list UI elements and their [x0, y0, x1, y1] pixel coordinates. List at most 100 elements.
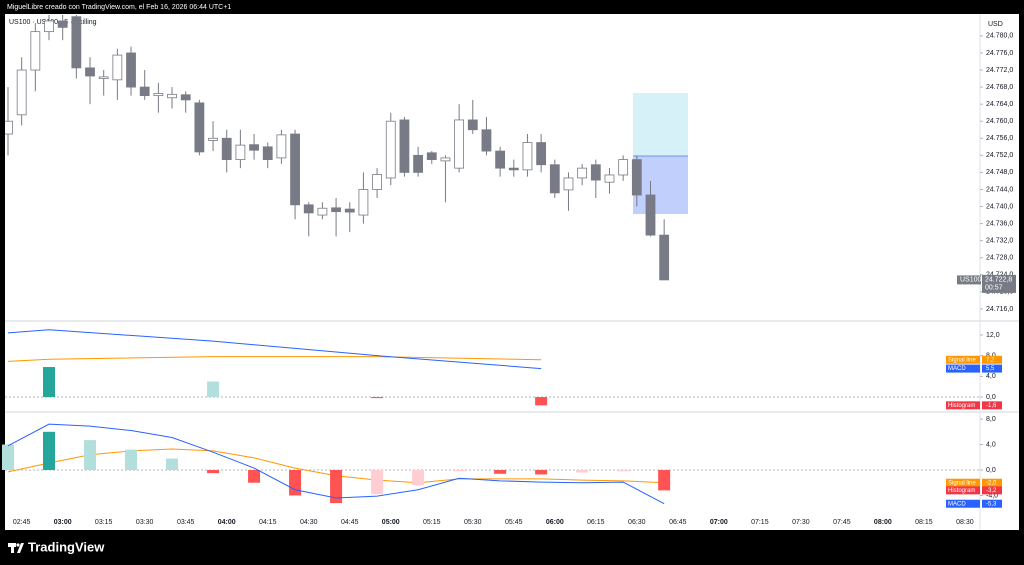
- series-name: Histogram: [948, 403, 975, 409]
- candle-body: [508, 167, 519, 171]
- candle-body: [549, 164, 560, 194]
- y-tick-label: 0,0: [986, 394, 996, 401]
- x-tick-label: 03:45: [177, 519, 195, 526]
- candle-body: [139, 86, 150, 97]
- candle-body: [631, 159, 642, 196]
- chart-area: [5, 14, 1019, 530]
- candle-body: [440, 157, 451, 162]
- candle-body: [413, 154, 424, 173]
- candle-body: [659, 234, 670, 281]
- histogram-bar: [371, 397, 384, 399]
- candle-body: [167, 93, 177, 99]
- series-name-badge: [946, 401, 980, 410]
- histogram-bar: [289, 470, 302, 496]
- candle-body: [344, 208, 355, 213]
- histogram-bar: [207, 381, 220, 398]
- y-tick-label: 24.776,0: [986, 50, 1013, 57]
- y-tick-label: 24.744,0: [986, 186, 1013, 193]
- series-name-badge: [946, 478, 980, 487]
- candle-body: [495, 150, 506, 169]
- y-tick-label: 24.772,0: [986, 67, 1013, 74]
- candle-body: [71, 16, 82, 69]
- indicator-line: [7, 423, 665, 505]
- histogram-bar: [576, 470, 589, 473]
- indicator-line: [7, 356, 542, 362]
- last-price-symbol-box: [957, 275, 981, 285]
- x-tick-label: 05:45: [505, 519, 523, 526]
- y-tick-label: 0,0: [986, 467, 996, 474]
- x-tick-label: 04:30: [300, 519, 318, 526]
- x-tick-label: 08:00: [874, 519, 892, 526]
- x-tick-label: 06:45: [669, 519, 687, 526]
- y-tick-label: 4,0: [986, 373, 996, 380]
- x-tick-label: 03:15: [95, 519, 113, 526]
- x-tick-label: 08:15: [915, 519, 933, 526]
- candle-body: [399, 119, 410, 173]
- candle-body: [426, 152, 437, 161]
- candle-body: [303, 204, 314, 214]
- series-value-badge: [982, 364, 1002, 373]
- y-tick-label: 24.728,0: [986, 255, 1013, 262]
- histogram-bar: [494, 470, 507, 474]
- x-tick-label: 07:30: [792, 519, 810, 526]
- x-tick-label: 04:00: [218, 519, 236, 526]
- x-tick-label: 07:45: [833, 519, 851, 526]
- candle-body: [5, 120, 13, 135]
- x-tick-label: 04:45: [341, 519, 359, 526]
- candle-body: [276, 134, 287, 159]
- x-tick-label: 02:45: [13, 519, 31, 526]
- candle-body: [235, 144, 246, 161]
- series-name: Signal line: [948, 480, 976, 486]
- candle-body: [522, 142, 533, 171]
- series-name: MACD: [948, 501, 966, 507]
- candle-body: [262, 146, 273, 161]
- series-value: -3,2: [986, 488, 997, 494]
- last-price-box: [982, 274, 1016, 293]
- y-tick-label: 24.752,0: [986, 152, 1013, 159]
- series-value-badge: [982, 486, 1002, 495]
- candle-body: [98, 76, 109, 79]
- position-entry: [633, 156, 688, 214]
- candle-body: [317, 207, 328, 216]
- candle-body: [126, 52, 136, 88]
- histogram-bar: [453, 470, 466, 472]
- series-value: -1,6: [986, 403, 997, 409]
- indicator-line: [7, 329, 542, 370]
- candle-body: [249, 144, 259, 151]
- y-tick-label: 24.768,0: [986, 84, 1013, 91]
- x-tick-label: 03:30: [136, 519, 154, 526]
- x-tick-label: 08:30: [956, 519, 974, 526]
- countdown: 00:57: [985, 285, 1003, 292]
- series-name: Signal line: [948, 357, 976, 363]
- candle-body: [44, 20, 54, 33]
- candle-body: [208, 137, 218, 141]
- histogram-bar: [617, 470, 630, 472]
- series-value: -5,3: [986, 501, 997, 507]
- series-value: -2,0: [986, 480, 997, 486]
- series-name: MACD: [948, 366, 966, 372]
- x-tick-label: 06:30: [628, 519, 646, 526]
- histogram-bar: [248, 470, 261, 483]
- candle-body: [385, 120, 396, 179]
- brand: TradingView: [28, 539, 105, 554]
- y-tick-label: -4,0: [986, 492, 998, 499]
- candle-body: [112, 54, 123, 81]
- currency: USD: [988, 21, 1003, 28]
- y-tick-label: 24.748,0: [986, 169, 1013, 176]
- tv-logo: [8, 543, 24, 553]
- caption: MiguelLibre creado con TradingView.com, …: [7, 4, 231, 11]
- x-tick-label: 05:30: [464, 519, 482, 526]
- last-price-symbol: US100: [960, 277, 982, 284]
- candle-body: [604, 174, 615, 183]
- series-value-badge: [982, 478, 1002, 487]
- y-tick-label: 24.780,0: [986, 33, 1013, 40]
- x-tick-label: 06:15: [587, 519, 605, 526]
- candle-body: [153, 93, 164, 97]
- y-tick-label: 24.764,0: [986, 101, 1013, 108]
- series-value-badge: [982, 355, 1002, 364]
- x-tick-label: 07:00: [710, 519, 728, 526]
- histogram-bar: [330, 470, 343, 504]
- series-name-badge: [946, 486, 980, 495]
- histogram-bar: [207, 470, 220, 474]
- candle-body: [645, 194, 656, 236]
